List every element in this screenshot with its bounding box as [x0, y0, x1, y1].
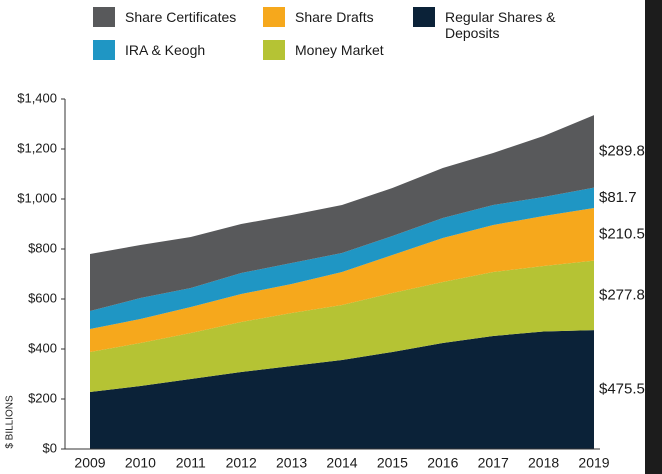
x-tick-label: 2016: [427, 455, 458, 471]
y-tick-label: $600: [28, 290, 57, 305]
legend-item: Regular Shares & Deposits: [413, 7, 563, 41]
x-tick-label: 2012: [226, 455, 257, 471]
legend-item: Money Market: [263, 40, 384, 60]
area: [90, 187, 594, 329]
y-tick-label: $0: [43, 440, 57, 455]
value-label: $475.5: [599, 381, 645, 398]
x-tick-label: 2014: [326, 455, 357, 471]
x-tick-label: 2011: [176, 455, 206, 471]
x-tick-label: 2015: [377, 455, 408, 471]
legend-label: Money Market: [295, 42, 384, 58]
area: [90, 330, 594, 449]
legend-label: Share Drafts: [295, 9, 374, 25]
legend-swatch: [263, 40, 285, 60]
x-tick-label: 2009: [74, 455, 105, 471]
value-label: $289.8: [599, 142, 645, 159]
value-label: $277.8: [599, 286, 645, 303]
y-tick-label: $400: [28, 340, 57, 355]
area: [90, 115, 594, 311]
legend-label: IRA & Keogh: [125, 42, 206, 58]
area: [90, 260, 594, 392]
y-tick-label: $1,200: [17, 140, 57, 155]
value-label: $81.7: [599, 189, 637, 206]
x-tick-label: 2019: [578, 455, 609, 471]
x-tick-label: 2013: [276, 455, 307, 471]
legend-item: Share Drafts: [263, 7, 374, 27]
y-tick-label: $200: [28, 390, 57, 405]
legend-swatch: [263, 7, 285, 27]
x-tick-label: 2017: [478, 455, 509, 471]
y-tick-label: $800: [28, 240, 57, 255]
legend-swatch: [93, 40, 115, 60]
y-tick-label: $1,400: [17, 90, 57, 105]
legend-swatch: [93, 7, 115, 27]
areas: [90, 115, 594, 449]
legend-item: IRA & Keogh: [93, 40, 205, 60]
y-axis-label: $ BILLIONS: [5, 395, 16, 449]
legend-item: Share Certificates: [93, 7, 236, 27]
x-tick-label: 2010: [125, 455, 156, 471]
legend-swatch: [413, 7, 435, 27]
value-label: $210.5: [599, 225, 645, 242]
x-tick-label: 2018: [528, 455, 559, 471]
side-stripe: [645, 0, 662, 474]
y-tick-label: $1,000: [17, 190, 57, 205]
area: [90, 208, 594, 352]
legend-label: Regular Shares & Deposits: [445, 9, 556, 41]
legend-label: Share Certificates: [125, 9, 237, 25]
